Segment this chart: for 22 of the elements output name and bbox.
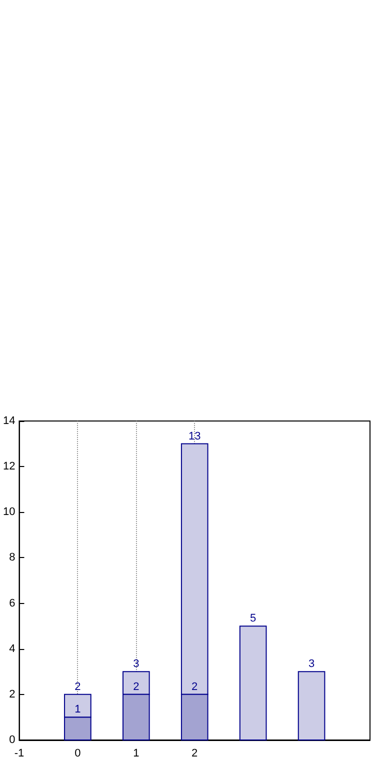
- bar: [298, 671, 326, 740]
- total-label: 3: [308, 658, 315, 670]
- x-tick-label: 2: [192, 748, 198, 760]
- y-tick-label: 10: [2, 506, 16, 518]
- y-tick-label: 2: [9, 688, 16, 700]
- data-label: 2: [192, 680, 198, 693]
- y-tick-label: 8: [9, 552, 16, 564]
- y-tick-label: 14: [2, 415, 16, 427]
- x-tick-label: 0: [74, 748, 81, 760]
- total-label: 2: [74, 680, 81, 693]
- y-tick-label: 0: [9, 734, 16, 746]
- x-tick-label: -1: [14, 748, 24, 760]
- data-label: 1: [74, 704, 81, 716]
- bar: [239, 626, 267, 740]
- y-tick-label: 6: [9, 597, 16, 610]
- total-label: 5: [250, 612, 256, 625]
- total-label: 3: [133, 658, 140, 670]
- y-tick-label: 12: [2, 460, 16, 473]
- total-label: 13: [188, 430, 201, 442]
- y-tick-label: 4: [9, 642, 16, 655]
- data-label: 2: [133, 680, 140, 693]
- x-tick-label: 1: [133, 748, 140, 760]
